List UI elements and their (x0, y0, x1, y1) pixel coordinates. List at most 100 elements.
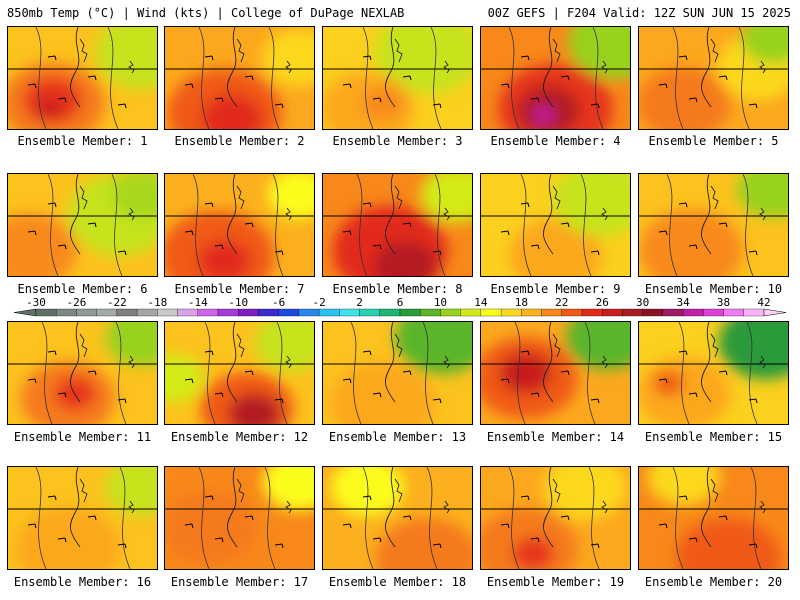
ensemble-member-panel (322, 321, 473, 425)
colorbar-tick-label: 6 (397, 296, 404, 309)
temperature-anomaly-blob (105, 322, 157, 366)
ensemble-member-label: Ensemble Member: 5 (648, 134, 779, 148)
ensemble-member-label: Ensemble Member: 20 (644, 575, 783, 589)
height-contour (742, 174, 754, 276)
temperature-anomaly-blob (512, 537, 555, 569)
wind-barb (87, 75, 97, 81)
wind-barb (372, 244, 382, 250)
wind-barb (362, 55, 372, 61)
coastline (701, 322, 712, 403)
lake-outline (601, 500, 608, 514)
temperature-field-map (323, 322, 472, 424)
lake-outline (285, 207, 292, 221)
colorbar-bin (339, 308, 360, 317)
temperature-field-map (639, 174, 788, 276)
wind-barb (432, 103, 442, 109)
colorbar-tick-label: 38 (717, 296, 730, 309)
wind-barb (214, 537, 224, 543)
colorbar-bin (136, 308, 158, 317)
wind-barb (590, 103, 600, 109)
temperature-anomaly-blob (255, 322, 314, 371)
coastline (710, 38, 719, 63)
wind-barb (47, 55, 57, 61)
colorbar-tick-label: -18 (147, 296, 167, 309)
wind-barb (520, 202, 530, 208)
temperature-anomaly-blob (499, 352, 552, 394)
lake-outline (285, 500, 292, 514)
wind-barb (560, 75, 570, 81)
coastline (227, 174, 238, 255)
wind-barb (748, 543, 758, 549)
lake-outline (601, 355, 608, 369)
temperature-field-map (165, 467, 314, 569)
temperature-field-map (323, 467, 472, 569)
colorbar-tick-label: 42 (757, 296, 770, 309)
wind-barb (274, 398, 284, 404)
temperature-anomaly-blob (95, 27, 157, 90)
height-contour (111, 174, 123, 276)
colorbar-bin (359, 308, 380, 317)
temperature-field-map (323, 174, 472, 276)
ensemble-member-label: Ensemble Member: 1 (17, 134, 148, 148)
ensemble-member-label: Ensemble Member: 16 (13, 575, 152, 589)
colorbar-bin (440, 308, 461, 317)
colorbar-bin (35, 308, 57, 317)
wind-barb (214, 392, 224, 398)
wind-barb (748, 398, 758, 404)
temperature-anomaly-blob (105, 467, 157, 516)
temperature-anomaly-blob (262, 467, 314, 511)
colorbar-bin (743, 308, 765, 317)
coastline (701, 27, 712, 108)
temperature-field-map (8, 467, 157, 569)
temperature-anomaly-blob (533, 106, 555, 123)
wind-barb (560, 515, 570, 521)
wind-barb (362, 350, 372, 356)
temperature-anomaly-blob (165, 491, 257, 565)
wind-barb (530, 537, 540, 543)
wind-barb (244, 222, 254, 228)
height-contour (192, 174, 204, 276)
wind-barb (520, 55, 530, 61)
wind-barb (184, 523, 194, 529)
temperature-anomaly-blob (267, 174, 314, 219)
colorbar-tick-label: 10 (434, 296, 447, 309)
wind-barb (560, 222, 570, 228)
wind-barb (658, 83, 668, 89)
temperature-anomaly-blob (553, 174, 630, 237)
colorbar-bin (157, 308, 178, 317)
wind-barb (500, 378, 510, 384)
wind-barb (362, 495, 372, 501)
height-contour (198, 27, 210, 129)
temperature-anomaly-blob (37, 98, 63, 119)
height-contour (666, 174, 678, 276)
colorbar-tick-label: -10 (228, 296, 248, 309)
wind-barb (204, 495, 214, 501)
coastline (70, 322, 81, 403)
ensemble-member-label: Ensemble Member: 3 (332, 134, 463, 148)
colorbar-bin (662, 308, 684, 317)
colorbar-bin (258, 308, 279, 317)
ensemble-member-panel (164, 26, 315, 130)
height-contour (35, 467, 47, 569)
height-contour (508, 467, 520, 569)
wind-barb (27, 230, 37, 236)
colorbar-bin (318, 308, 340, 317)
coastline (70, 27, 81, 108)
temperature-anomaly-blob (395, 322, 472, 375)
colorbar-bin (197, 308, 219, 317)
wind-barb (342, 230, 352, 236)
ensemble-member-panel (164, 173, 315, 277)
colorbar-bin (480, 308, 502, 317)
wind-barb (688, 537, 698, 543)
temperature-anomaly-blob (736, 174, 788, 218)
coastline (710, 333, 719, 358)
wind-barb (560, 370, 570, 376)
colorbar-bin (703, 308, 724, 317)
wind-barb (244, 515, 254, 521)
colorbar-left-arrow (13, 308, 37, 317)
height-contour (35, 27, 47, 129)
temperature-anomaly-blob (647, 467, 721, 506)
chart-header-title: 850mb Temp (°C) | Wind (kts) | College o… (7, 6, 405, 20)
coastline (710, 185, 719, 210)
ensemble-member-label: Ensemble Member: 15 (644, 430, 783, 444)
